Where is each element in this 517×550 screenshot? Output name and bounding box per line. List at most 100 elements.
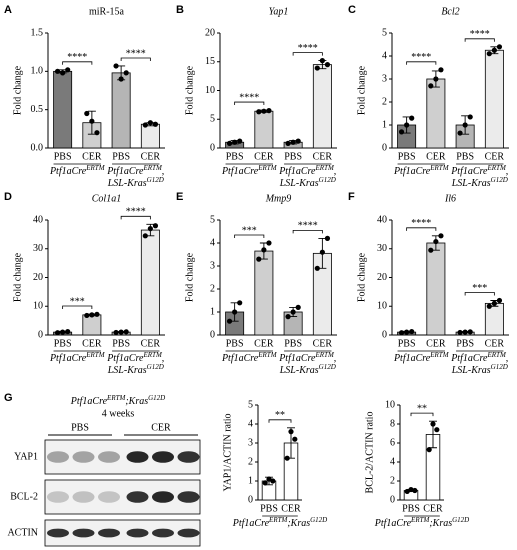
group-label-part: Ptf1aCre: [450, 353, 488, 364]
data-point: [324, 62, 331, 68]
x-tick-label: CER: [141, 338, 161, 349]
group-label-part: G12D: [147, 363, 164, 371]
y-tick-label: 2: [248, 456, 253, 467]
blot-band: [152, 528, 174, 538]
data-point: [270, 478, 276, 484]
x-tick-label: PBS: [226, 338, 244, 349]
data-point: [430, 421, 436, 427]
group-label: LSL-KrasG12D: [279, 363, 336, 377]
panel-letter: G: [4, 392, 13, 404]
x-tick-label: CER: [254, 338, 274, 349]
blot-group-label: PBS: [71, 422, 89, 433]
significance-label: ****: [411, 52, 431, 63]
blot-band: [177, 528, 200, 538]
blot-title-part: ERTM: [106, 394, 126, 402]
y-tick-label: 30: [33, 243, 43, 254]
data-point: [496, 297, 503, 304]
y-axis-label: BCL-2/ACTIN ratio: [364, 412, 375, 494]
blot-subtitle: 4 weeks: [102, 408, 135, 419]
significance-bracket: [464, 38, 495, 42]
group-label: Ptf1aCreERTM: [221, 164, 278, 178]
data-point: [319, 58, 325, 64]
y-tick-label: 2: [390, 475, 395, 486]
x-tick-label: CER: [485, 338, 505, 349]
data-point: [65, 67, 71, 73]
y-tick-label: 4: [382, 50, 387, 61]
data-point: [266, 240, 272, 246]
blot-title-part: G12D: [148, 394, 165, 402]
blot-row-label: BCL-2: [10, 491, 38, 502]
y-tick-label: 20: [377, 272, 387, 283]
data-point: [94, 130, 100, 136]
y-tick-label: 3: [248, 437, 253, 448]
data-point: [398, 129, 405, 135]
group-label-part: ERTM: [315, 351, 335, 359]
y-tick-label: 5: [248, 399, 253, 410]
significance-bracket: [406, 227, 437, 231]
data-point: [142, 122, 148, 128]
blot-box: [44, 439, 201, 475]
data-point: [496, 44, 503, 50]
x-tick-label: PBS: [398, 151, 416, 162]
significance-bracket: [464, 292, 495, 296]
x-tick-label: CER: [426, 151, 446, 162]
group-label: Ptf1aCreERTM: [49, 164, 106, 178]
bar: [111, 72, 131, 149]
data-point: [152, 223, 159, 229]
bar: [140, 229, 160, 336]
x-tick-label: PBS: [456, 151, 474, 162]
x-tick-label: PBS: [398, 338, 416, 349]
group-label: LSL-KrasG12D: [279, 176, 336, 190]
group-label-part: ERTM: [429, 164, 449, 172]
group-label: Ptf1aCreERTM,: [450, 164, 508, 178]
blot-band: [152, 491, 174, 503]
panel-letter: F: [348, 191, 355, 203]
data-point: [292, 436, 298, 442]
group-label-part: ,: [162, 353, 165, 364]
x-tick-label: CER: [82, 151, 102, 162]
data-point: [491, 47, 497, 53]
y-tick-label: 0: [382, 142, 387, 153]
data-point: [290, 139, 296, 145]
group-label-part: ;Kras: [429, 518, 452, 529]
group-label-part: LSL-Kras: [279, 178, 319, 189]
group-label-part: ERTM: [487, 164, 507, 172]
significance-bracket: [292, 52, 323, 56]
y-tick-label: 5: [210, 114, 215, 125]
data-point: [462, 122, 468, 128]
data-point: [426, 447, 432, 453]
data-point: [404, 122, 410, 128]
data-point: [54, 330, 61, 336]
data-point: [486, 51, 492, 57]
chart-title: Yap1: [269, 6, 289, 17]
group-label-part: Ptf1aCre: [106, 166, 144, 177]
data-point: [262, 480, 268, 486]
x-tick-label: CER: [82, 338, 102, 349]
significance-label: ****: [298, 221, 318, 232]
blot-band: [98, 528, 120, 538]
y-tick-label: 30: [377, 243, 387, 254]
y-tick-label: 2: [210, 283, 215, 294]
group-label-part: ;Kras: [287, 518, 310, 529]
group-label: Ptf1aCreERTM: [221, 351, 278, 365]
x-tick-label: CER: [313, 151, 333, 162]
y-tick-label: 4: [390, 456, 395, 467]
data-point: [261, 108, 267, 114]
significance-label: ****: [126, 207, 146, 218]
group-label: Ptf1aCreERTM,: [278, 164, 336, 178]
chart-title: Bcl2: [441, 6, 459, 17]
x-tick-label: PBS: [54, 338, 72, 349]
y-tick-label: 0.0: [31, 142, 44, 153]
y-tick-label: 3: [382, 73, 387, 84]
group-label-part: G12D: [319, 363, 336, 371]
data-point: [147, 226, 153, 232]
y-tick-label: 10: [377, 301, 387, 312]
data-point: [295, 304, 301, 310]
group-label-part: LSL-Kras: [279, 365, 319, 376]
data-point: [285, 314, 291, 320]
group-label-part: ERTM: [410, 516, 430, 524]
group-label: Ptf1aCreERTM,: [106, 164, 164, 178]
data-point: [314, 265, 320, 271]
x-tick-label: CER: [141, 151, 161, 162]
data-point: [84, 110, 90, 117]
